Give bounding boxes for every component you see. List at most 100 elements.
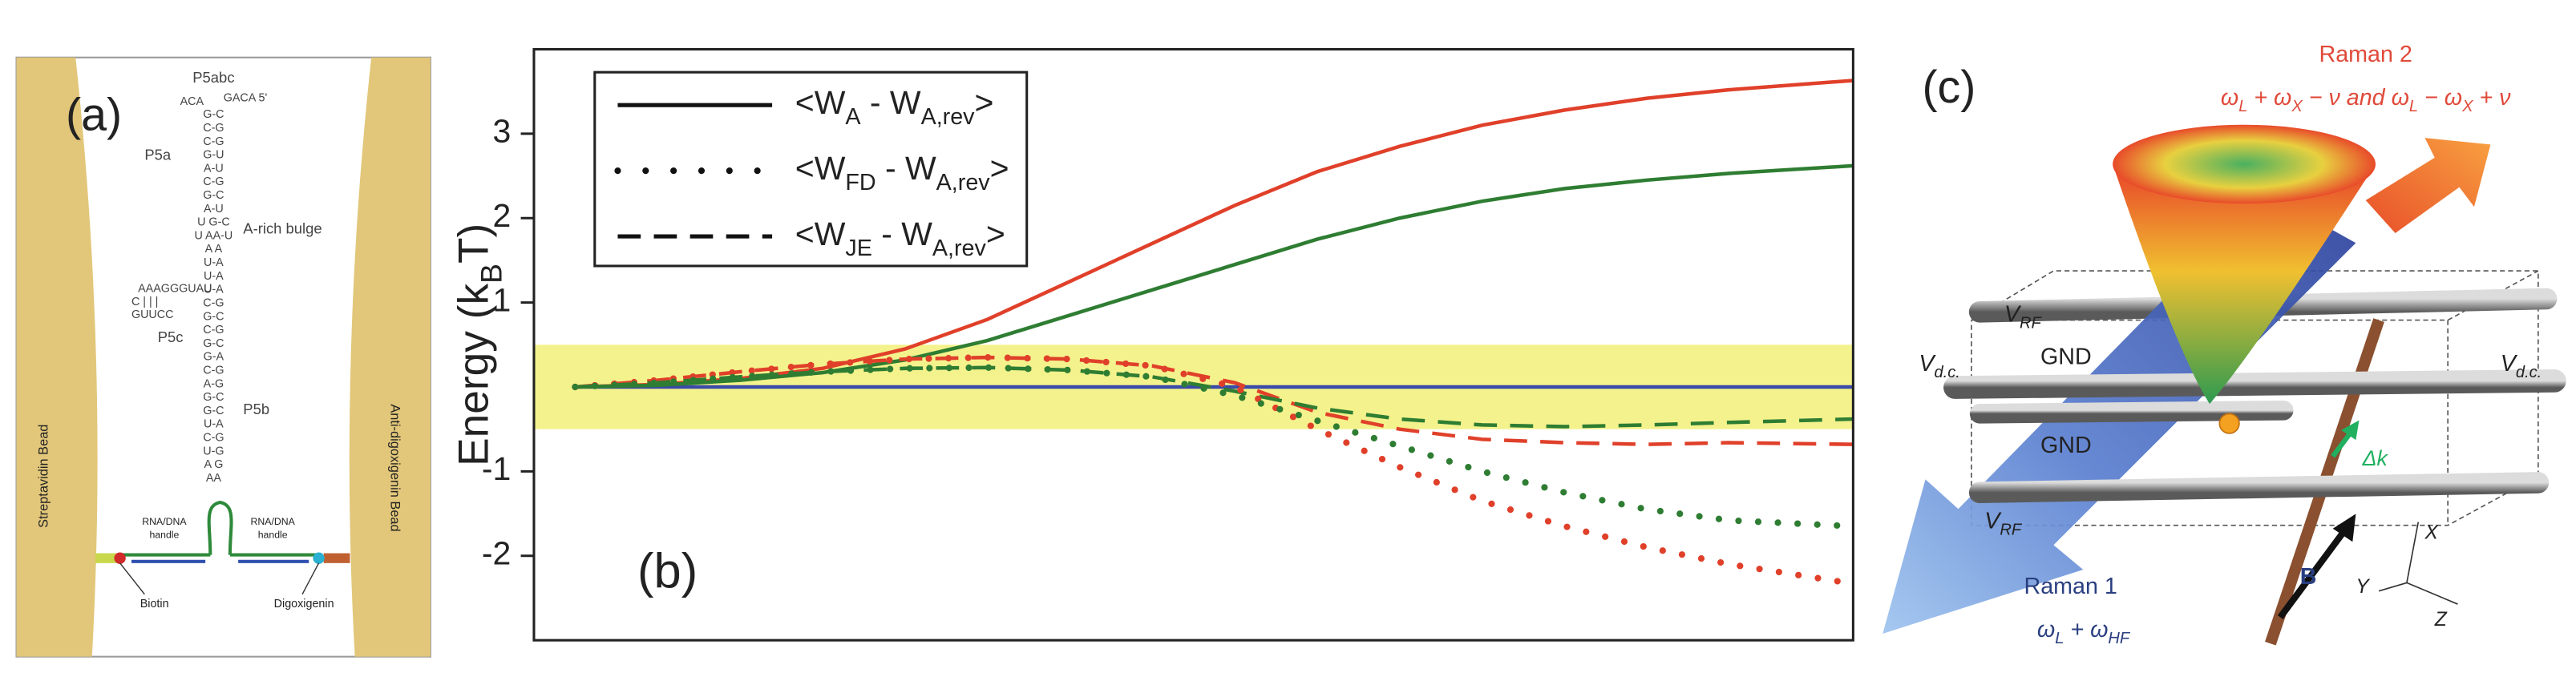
bead xyxy=(16,57,98,657)
electrode-rod xyxy=(1943,369,2566,399)
axis-label: Y xyxy=(2356,576,2370,598)
text-part: <W xyxy=(795,150,846,187)
panel-label: (b) xyxy=(637,543,698,598)
text-part: ω xyxy=(2037,616,2055,642)
text-part: L xyxy=(2055,630,2064,647)
y-axis-title: Energy (kBT) xyxy=(450,224,508,466)
axes-triad xyxy=(2378,522,2458,605)
text-part: Energy (k xyxy=(450,284,497,466)
text-part: - W xyxy=(860,84,920,121)
sequence: C-G xyxy=(203,175,224,188)
series-line xyxy=(575,79,1854,389)
label: GND xyxy=(2040,433,2092,458)
label: GND xyxy=(2040,344,2092,369)
sequence: A-U xyxy=(204,162,224,175)
sequence: G-C xyxy=(203,108,224,121)
handle-end xyxy=(95,553,119,563)
sequence: AA xyxy=(206,472,222,485)
rna-hairpin xyxy=(207,500,233,555)
digoxigenin xyxy=(313,552,325,564)
frequency-label: ωL + ωX − ν and ωL − ωX + ν xyxy=(2221,85,2511,116)
sequence: C | | | xyxy=(131,296,158,308)
sequence: G-U xyxy=(203,149,224,162)
sequence: U-A xyxy=(204,256,224,269)
arrow-head xyxy=(2340,420,2360,441)
text-part: V xyxy=(2501,350,2518,376)
axis xyxy=(2378,582,2408,592)
series-line xyxy=(572,354,1857,587)
arrow-head xyxy=(2332,514,2356,542)
text-part: - W xyxy=(872,216,932,252)
label: Raman 2 xyxy=(2319,42,2412,67)
y-tick-label: -1 xyxy=(482,450,511,487)
text-part: > xyxy=(974,84,993,121)
panel-label: (c) xyxy=(1922,62,1975,113)
sequence: U G-C xyxy=(197,216,230,229)
sequence: U-A xyxy=(204,270,224,283)
label: VRF xyxy=(1984,508,2023,539)
sequence: U-A xyxy=(204,284,224,296)
ion xyxy=(2218,413,2240,434)
text-part: > xyxy=(990,150,1009,187)
text-part: B xyxy=(474,264,508,284)
label: VRF xyxy=(2004,301,2043,332)
sequence: A-U xyxy=(204,203,224,216)
text-part: A,rev xyxy=(921,104,976,130)
text-part: FD xyxy=(845,170,876,195)
sequence: C-G xyxy=(203,122,224,135)
series-line xyxy=(575,163,1854,389)
handle-end xyxy=(323,553,350,563)
sequence: AAAGGGUAU xyxy=(138,282,212,295)
axis xyxy=(2406,522,2420,583)
text-part: > xyxy=(986,216,1005,252)
sequence: G-C xyxy=(203,391,224,404)
axis xyxy=(2406,582,2458,605)
text-part: X xyxy=(2461,98,2474,115)
series-line xyxy=(575,355,1854,446)
text-part: d.c. xyxy=(2516,364,2542,381)
label: B xyxy=(2300,564,2317,590)
text-part: JE xyxy=(845,236,871,261)
sequence: GACA 5' xyxy=(224,92,268,105)
text-part: + ω xyxy=(2064,616,2108,642)
label: Vd.c. xyxy=(2501,350,2542,381)
axis-label: X xyxy=(2424,522,2439,543)
text-part: <W xyxy=(795,84,846,121)
text-part: X xyxy=(2291,98,2303,115)
text-part: − ν and ω xyxy=(2303,85,2409,111)
field-arrow xyxy=(2277,526,2349,619)
text-part: V xyxy=(1984,508,2002,534)
bead xyxy=(349,57,431,657)
label: Biotin xyxy=(140,598,169,610)
sequence: G-C xyxy=(203,337,224,350)
plot-frame xyxy=(532,47,1854,642)
sequence: C-G xyxy=(203,296,224,309)
handle-label: handle xyxy=(149,529,179,540)
panel-a: (a) P5abc ACA GACA 5' P5a A-rich bulge A… xyxy=(15,56,431,658)
text-part: d.c. xyxy=(1934,364,1959,381)
text-part: HF xyxy=(2108,630,2130,647)
pointer xyxy=(119,562,145,595)
sequence: C-G xyxy=(203,431,224,444)
potential-cone xyxy=(2113,163,2376,405)
text-part: + ω xyxy=(2247,85,2291,111)
sequence: G-C xyxy=(203,189,224,202)
sequence: U-G xyxy=(203,445,224,457)
sequence: G-C xyxy=(203,310,224,323)
sequence: A G xyxy=(204,458,223,471)
text-part: T) xyxy=(450,224,497,264)
text-part: V xyxy=(2004,301,2022,327)
text-part: A xyxy=(845,104,861,130)
sequence: C-G xyxy=(203,324,224,336)
sequence: U-A xyxy=(204,418,224,431)
axis-label: Z xyxy=(2434,609,2448,631)
sequence-column: G-CC-GC-GG-UA-UC-GG-CA-UU G-CU AA-UA AU-… xyxy=(195,108,233,485)
text-part: L xyxy=(2238,98,2247,115)
frequency-label: ωL + ωHF xyxy=(2037,616,2131,647)
legend-label: <WFD - WA,rev> xyxy=(795,150,1009,195)
handle-label: RNA/DNA xyxy=(251,516,296,527)
text-part: A,rev xyxy=(936,170,991,195)
